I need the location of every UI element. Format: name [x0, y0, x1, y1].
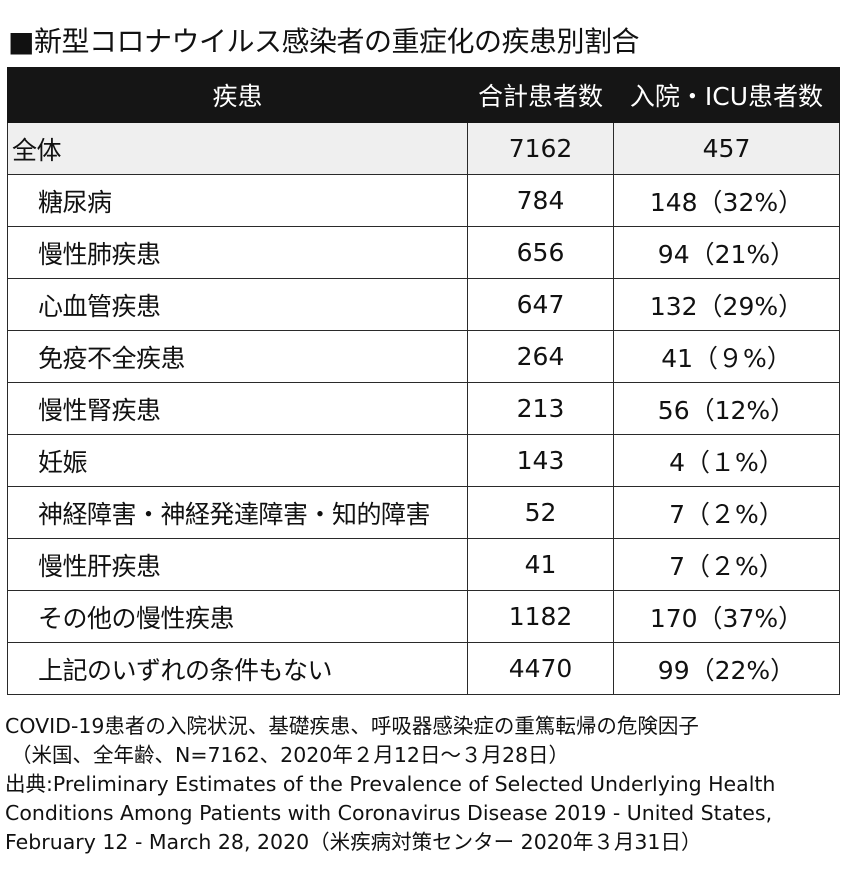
icu-count: 7（２%） — [613, 538, 840, 591]
patient-count: 784 — [467, 174, 614, 227]
table-row: 妊娠 143 4（１%） — [7, 434, 840, 487]
disease-name: 免疫不全疾患 — [7, 330, 468, 383]
disease-name: 慢性腎疾患 — [7, 382, 468, 435]
header-disease: 疾患 — [7, 67, 468, 123]
header-hospital-icu: 入院・ICU患者数 — [613, 67, 840, 123]
patient-count: 4470 — [467, 642, 614, 695]
disease-name: その他の慢性疾患 — [7, 590, 468, 643]
disease-name: 心血管疾患 — [7, 278, 468, 331]
icu-count: 457 — [613, 122, 840, 175]
icu-count: 7（２%） — [613, 486, 840, 539]
disease-name: 妊娠 — [7, 434, 468, 487]
patient-count: 7162 — [467, 122, 614, 175]
patient-count: 41 — [467, 538, 614, 591]
patient-count: 264 — [467, 330, 614, 383]
table-row: 上記のいずれの条件もない 4470 99（22%） — [7, 642, 840, 695]
icu-count: 170（37%） — [613, 590, 840, 643]
patient-count: 52 — [467, 486, 614, 539]
icu-count: 41（９%） — [613, 330, 840, 383]
disease-name: 糖尿病 — [7, 174, 468, 227]
disease-table: 疾患 合計患者数 入院・ICU患者数 全体 7162 457 糖尿病 784 1… — [7, 67, 840, 695]
icu-count: 148（32%） — [613, 174, 840, 227]
table-row: 心血管疾患 647 132（29%） — [7, 278, 840, 331]
source-text-line-1: 出典:Preliminary Estimates of the Prevalen… — [5, 772, 776, 796]
patient-count: 656 — [467, 226, 614, 279]
disease-name: 神経障害・神経発達障害・知的障害 — [7, 486, 468, 539]
table-notes: COVID-19患者の入院状況、基礎疾患、呼吸器感染症の重篤転帰の危険因子 （米… — [5, 712, 843, 857]
disease-name: 上記のいずれの条件もない — [7, 642, 468, 695]
icu-count: 132（29%） — [613, 278, 840, 331]
patient-count: 647 — [467, 278, 614, 331]
table-row: 慢性肝疾患 41 7（２%） — [7, 538, 840, 591]
icu-count: 94（21%） — [613, 226, 840, 279]
header-total-patients: 合計患者数 — [467, 67, 614, 123]
table-header-row: 疾患 合計患者数 入院・ICU患者数 — [7, 67, 840, 123]
icu-count: 99（22%） — [613, 642, 840, 695]
patient-count: 213 — [467, 382, 614, 435]
icu-count: 4（１%） — [613, 434, 840, 487]
patient-count: 143 — [467, 434, 614, 487]
table-row: 慢性腎疾患 213 56（12%） — [7, 382, 840, 435]
table-row: 糖尿病 784 148（32%） — [7, 174, 840, 227]
table-row: 神経障害・神経発達障害・知的障害 52 7（２%） — [7, 486, 840, 539]
table-row: 免疫不全疾患 264 41（９%） — [7, 330, 840, 383]
disease-name: 慢性肺疾患 — [7, 226, 468, 279]
disease-name: 慢性肝疾患 — [7, 538, 468, 591]
source-text-line-3: February 12 - March 28, 2020（米疾病対策センター 2… — [5, 830, 702, 854]
disease-name: 全体 — [7, 122, 468, 175]
icu-count: 56（12%） — [613, 382, 840, 435]
patient-count: 1182 — [467, 590, 614, 643]
table-row: 慢性肺疾患 656 94（21%） — [7, 226, 840, 279]
scope-text: （米国、全年齢、N=7162、2020年２月12日〜３月28日） — [11, 743, 570, 767]
page-title: ■新型コロナウイルス感染者の重症化の疾患別割合 — [8, 25, 639, 58]
table-row-total: 全体 7162 457 — [7, 122, 840, 175]
caption-text: COVID-19患者の入院状況、基礎疾患、呼吸器感染症の重篤転帰の危険因子 — [5, 714, 699, 738]
source-text-line-2: Conditions Among Patients with Coronavir… — [5, 801, 773, 825]
table-row: その他の慢性疾患 1182 170（37%） — [7, 590, 840, 643]
